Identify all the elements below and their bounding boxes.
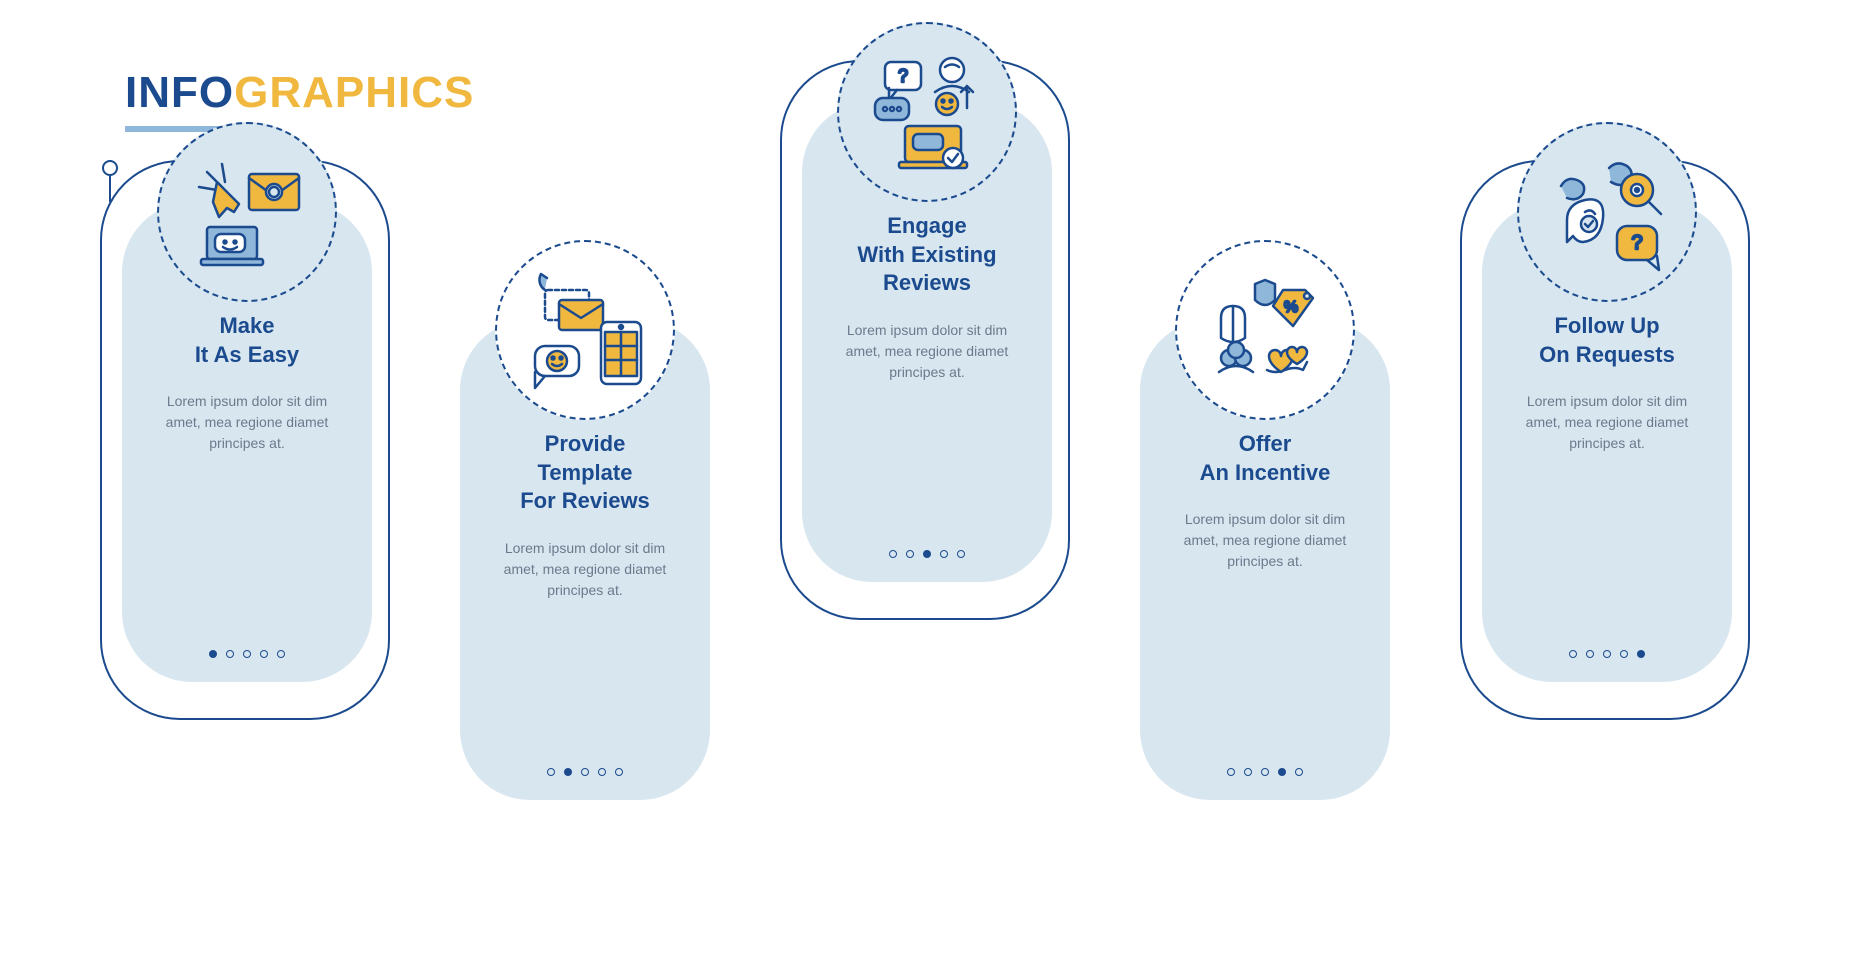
card-provide-template: ProvideTemplateFor Reviews Lorem ipsum d… [440,280,730,840]
dot [547,768,555,776]
progress-dots [1227,768,1303,776]
engage-icon: ? [857,42,997,182]
progress-dots [209,650,285,658]
dot [889,550,897,558]
card-title: OfferAn Incentive [1200,430,1331,487]
dot [598,768,606,776]
dot [1227,768,1235,776]
dot [226,650,234,658]
easy-icon [177,142,317,282]
card-engage-reviews: ? [780,60,1070,620]
dot [581,768,589,776]
dot [277,650,285,658]
icon-circle: ? [1517,122,1697,302]
cards-row: MakeIt As Easy Lorem ipsum dolor sit dim… [100,60,1780,840]
dot [957,550,965,558]
dot-active [1278,768,1286,776]
template-icon [515,260,655,400]
card-desc: Lorem ipsum dolor sit dim amet, mea regi… [478,538,692,601]
dot [1620,650,1628,658]
card-title: ProvideTemplateFor Reviews [520,430,650,516]
dot-active [564,768,572,776]
card-title: Follow UpOn Requests [1539,312,1675,369]
dot [1261,768,1269,776]
card-inner: ? [802,102,1052,582]
incentive-icon: % [1195,260,1335,400]
progress-dots [1569,650,1645,658]
card-inner: % OfferAn Incentive Lorem ipsum dolor si… [1140,320,1390,800]
svg-text:?: ? [1631,232,1642,254]
card-offer-incentive: % OfferAn Incentive Lorem ipsum dolor si… [1120,280,1410,840]
card-desc: Lorem ipsum dolor sit dim amet, mea regi… [1500,391,1714,454]
progress-dots [889,550,965,558]
dot [1586,650,1594,658]
card-inner: ? Follow UpOn Requests Lorem ipsum dolor… [1482,202,1732,682]
card-inner: ProvideTemplateFor Reviews Lorem ipsum d… [460,320,710,800]
dot-active [1637,650,1645,658]
icon-circle: ? [837,22,1017,202]
card-title: MakeIt As Easy [195,312,299,369]
card-desc: Lorem ipsum dolor sit dim amet, mea regi… [820,320,1034,383]
svg-text:%: % [1284,299,1298,316]
dot-active [209,650,217,658]
dot [940,550,948,558]
dot [1603,650,1611,658]
dot [1244,768,1252,776]
card-title: EngageWith ExistingReviews [857,212,996,298]
icon-circle [495,240,675,420]
dot [615,768,623,776]
dot [1295,768,1303,776]
dot [1569,650,1577,658]
icon-circle: % [1175,240,1355,420]
dot [260,650,268,658]
dot-active [923,550,931,558]
card-desc: Lorem ipsum dolor sit dim amet, mea regi… [1158,509,1372,572]
card-inner: MakeIt As Easy Lorem ipsum dolor sit dim… [122,202,372,682]
dot [906,550,914,558]
card-desc: Lorem ipsum dolor sit dim amet, mea regi… [140,391,354,454]
card-make-it-easy: MakeIt As Easy Lorem ipsum dolor sit dim… [100,160,390,720]
card-follow-up: ? Follow UpOn Requests Lorem ipsum dolor… [1460,160,1750,720]
icon-circle [157,122,337,302]
progress-dots [547,768,623,776]
followup-icon: ? [1537,142,1677,282]
svg-text:?: ? [898,66,908,86]
dot [243,650,251,658]
